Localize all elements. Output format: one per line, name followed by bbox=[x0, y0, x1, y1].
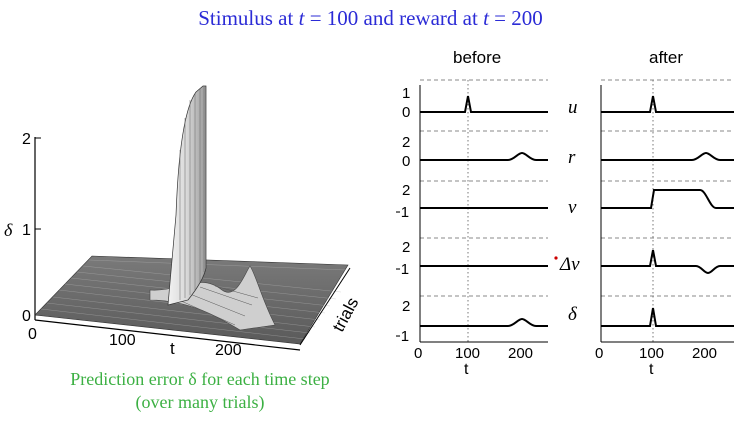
row-separators bbox=[420, 79, 734, 297]
before-x-tick-0: 0 bbox=[414, 345, 422, 362]
t-tick-label-0: 0 bbox=[28, 326, 37, 343]
after-u-trace bbox=[601, 95, 734, 113]
before-u-trace bbox=[420, 95, 548, 113]
title-prefix: Stimulus at bbox=[198, 6, 294, 30]
t-axis-label: t bbox=[170, 339, 175, 358]
delta-tick-bottom: −1 bbox=[396, 328, 409, 345]
dv-tick-top: 2 bbox=[402, 239, 410, 256]
caption-line-2: (over many trials) bbox=[135, 392, 265, 412]
before-r-trace bbox=[420, 151, 548, 161]
trials-axis-line bbox=[299, 267, 351, 346]
v-tick-bottom: −1 bbox=[396, 204, 409, 221]
before-after-panels: before after 1 0 2 0 2 −1 2 −1 2 −1 u r … bbox=[396, 48, 734, 378]
slide-title: Stimulus at t = 100 and reward at t = 20… bbox=[0, 6, 741, 31]
after-r-trace bbox=[601, 151, 734, 161]
t-tick-label-100: 100 bbox=[109, 332, 136, 349]
v-tick-top: 2 bbox=[402, 182, 410, 199]
row-label-delta: δ bbox=[568, 304, 578, 325]
t-axis-line bbox=[34, 319, 301, 351]
title-middle: = 100 and reward at bbox=[309, 6, 478, 30]
t-tick-label-200: 200 bbox=[215, 342, 242, 359]
after-dv-trace bbox=[601, 249, 734, 275]
peak-mesh-lines bbox=[179, 87, 205, 300]
after-v-trace bbox=[601, 189, 734, 209]
title-suffix: = 200 bbox=[494, 6, 543, 30]
z-tick-label-1: 1 bbox=[22, 222, 31, 239]
pointer-marker bbox=[554, 256, 558, 260]
stimulus-time-markers bbox=[467, 80, 654, 342]
dv-tick-bottom: −1 bbox=[396, 261, 409, 278]
after-title: after bbox=[649, 48, 683, 67]
row-label-dv: Δv bbox=[559, 254, 580, 275]
after-x-label: t bbox=[649, 361, 654, 378]
z-tick-label-2: 2 bbox=[22, 131, 31, 148]
before-traces bbox=[420, 95, 548, 327]
before-x-label: t bbox=[464, 361, 469, 378]
after-traces bbox=[601, 95, 734, 327]
after-x-tick-0: 0 bbox=[595, 345, 603, 362]
before-x-tick-100: 100 bbox=[455, 345, 480, 362]
stimulus-peak bbox=[167, 85, 207, 306]
title-var1: t bbox=[298, 6, 305, 30]
delta-tick-top: 2 bbox=[402, 298, 410, 315]
caption-line-1: Prediction error δ for each time step bbox=[70, 369, 330, 389]
before-title: before bbox=[453, 48, 501, 67]
r-tick-top: 2 bbox=[402, 134, 410, 151]
z-tick-label-0: 0 bbox=[22, 308, 31, 325]
row-label-u: u bbox=[568, 97, 578, 118]
trials-axis-label: trials bbox=[329, 294, 363, 335]
before-x-tick-200: 200 bbox=[508, 345, 533, 362]
z-axis-label: δ bbox=[4, 220, 13, 240]
title-var2: t bbox=[483, 6, 489, 30]
r-tick-bottom: 0 bbox=[402, 153, 410, 170]
after-x-tick-200: 200 bbox=[692, 345, 717, 362]
u-tick-bottom: 0 bbox=[402, 104, 410, 121]
row-label-v: v bbox=[568, 197, 577, 218]
row-label-r: r bbox=[568, 147, 576, 168]
u-tick-top: 1 bbox=[402, 85, 410, 102]
after-x-tick-100: 100 bbox=[639, 345, 664, 362]
delta-surface-plot: 2 1 0 δ 0 100 200 t trials bbox=[4, 85, 363, 359]
after-delta-trace bbox=[601, 307, 734, 327]
before-delta-trace bbox=[420, 317, 548, 327]
surface-caption: Prediction error δ for each time step (o… bbox=[0, 368, 400, 414]
